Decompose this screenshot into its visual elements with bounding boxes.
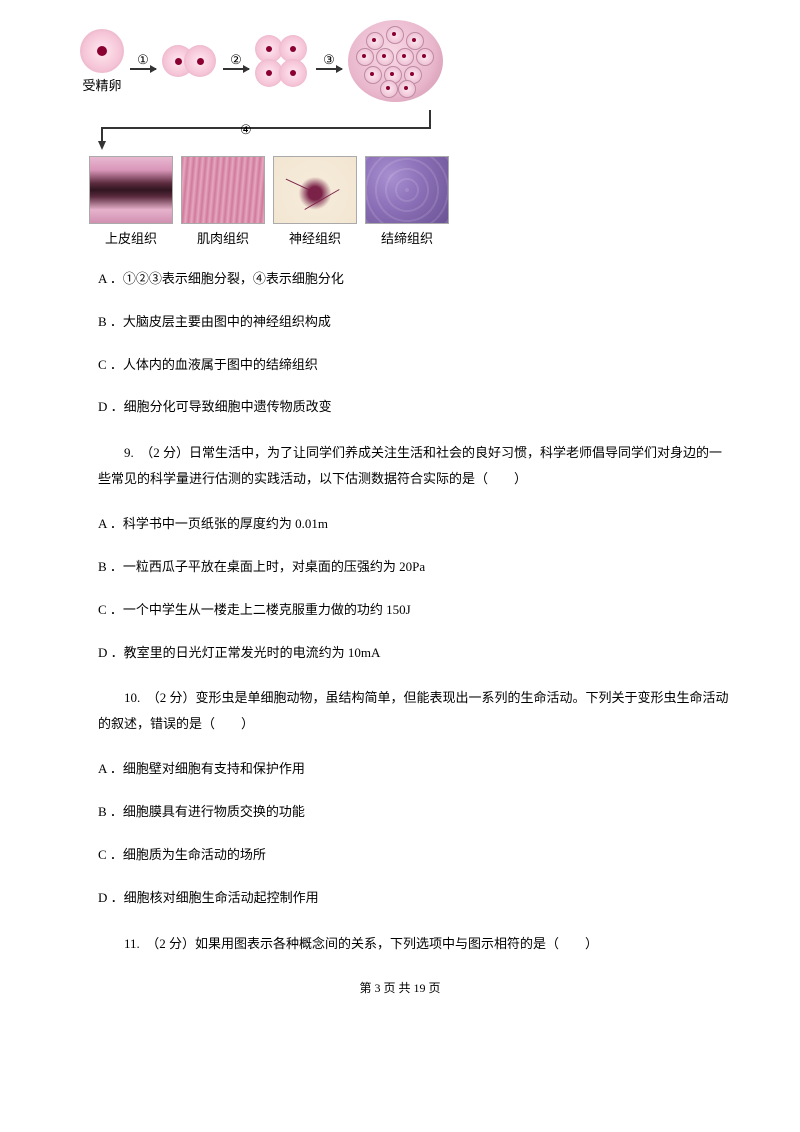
q9-option-b: B ．一粒西瓜子平放在桌面上时，对桌面的压强约为 20Pa — [98, 557, 730, 578]
arrow-3: ③ — [316, 52, 342, 70]
tissue-muscle-label: 肌肉组织 — [197, 228, 249, 247]
diagram-top-row: 受精卵 ① ② ③ — [80, 20, 730, 102]
q9-stem: 9. （2 分）日常生活中，为了让同学们养成关注生活和社会的良好习惯，科学老师倡… — [98, 440, 730, 492]
q8-option-d: D ．细胞分化可导致细胞中遗传物质改变 — [98, 397, 730, 418]
tissue-nerve-label: 神经组织 — [289, 228, 341, 247]
q8-option-c: C ．人体内的血液属于图中的结缔组织 — [98, 355, 730, 376]
tissue-nerve-image — [273, 156, 357, 224]
page-container: 受精卵 ① ② ③ — [0, 0, 800, 1016]
q10-option-a: A ．细胞壁对细胞有支持和保护作用 — [98, 759, 730, 780]
cell-fertilized-egg — [80, 29, 124, 73]
tissue-nerve: 神经组织 — [274, 156, 356, 247]
tissue-muscle: 肌肉组织 — [182, 156, 264, 247]
q8-option-a: A ．①②③表示细胞分裂，④表示细胞分化 — [98, 269, 730, 290]
tissue-connective: 结缔组织 — [366, 156, 448, 247]
footer-prefix: 第 — [359, 981, 374, 995]
connector: ④ — [90, 110, 730, 150]
step1-label: ① — [137, 52, 149, 68]
q10-option-d: D ．细胞核对细胞生命活动起控制作用 — [98, 888, 730, 909]
q9-option-a: A ．科学书中一页纸张的厚度约为 0.01m — [98, 514, 730, 535]
footer-suffix: 页 — [426, 981, 441, 995]
cell-quad — [255, 35, 310, 87]
q11-stem: 11. （2 分）如果用图表示各种概念间的关系，下列选项中与图示相符的是（ ） — [98, 931, 730, 957]
cell-pair — [162, 39, 217, 83]
tissue-muscle-image — [181, 156, 265, 224]
q10-option-c: C ．细胞质为生命活动的场所 — [98, 845, 730, 866]
tissue-epithelial-label: 上皮组织 — [105, 228, 157, 247]
tissue-epithelial: 上皮组织 — [90, 156, 172, 247]
footer-total: 19 — [414, 981, 426, 995]
arrow-1: ① — [130, 52, 156, 70]
q9-option-c: C ．一个中学生从一楼走上二楼克服重力做的功约 150J — [98, 600, 730, 621]
q10-option-b: B ．细胞膜具有进行物质交换的功能 — [98, 802, 730, 823]
footer-mid: 页 共 — [380, 981, 413, 995]
tissue-connective-image — [365, 156, 449, 224]
q9-option-d: D ．教室里的日光灯正常发光时的电流约为 10mA — [98, 643, 730, 664]
step3-label: ③ — [323, 52, 335, 68]
tissue-epithelial-image — [89, 156, 173, 224]
step4-label: ④ — [240, 122, 252, 138]
fertilized-egg-group: 受精卵 — [80, 29, 124, 94]
q8-option-b: B ．大脑皮层主要由图中的神经组织构成 — [98, 312, 730, 333]
q10-stem: 10. （2 分）变形虫是单细胞动物，虽结构简单，但能表现出一系列的生命活动。下… — [98, 685, 730, 737]
cell-diagram: 受精卵 ① ② ③ — [80, 20, 730, 247]
arrow-2: ② — [223, 52, 249, 70]
tissue-row: 上皮组织 肌肉组织 神经组织 结缔组织 — [90, 156, 730, 247]
cell-cluster — [348, 20, 443, 102]
step2-label: ② — [230, 52, 242, 68]
page-footer: 第 3 页 共 19 页 — [70, 979, 730, 996]
fertilized-egg-label: 受精卵 — [82, 75, 121, 94]
tissue-connective-label: 结缔组织 — [381, 228, 433, 247]
